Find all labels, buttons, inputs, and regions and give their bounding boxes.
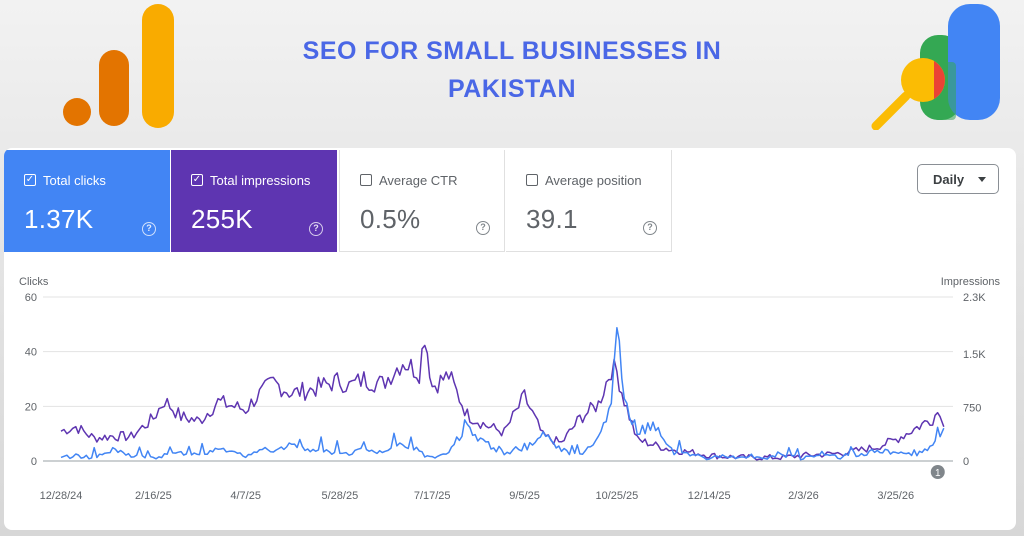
x-tick-label: 5/28/25 [322,490,359,502]
magnifier-red-part [934,61,945,99]
x-tick-label: 12/14/25 [688,490,731,502]
metric-average-ctr[interactable]: Average CTR 0.5% ? [339,150,505,252]
left-tick-label: 60 [25,292,37,304]
banner-title: SEO FOR SMALL BUSINESSES IN PAKISTAN [302,37,722,103]
help-icon[interactable]: ? [309,222,323,236]
annotation-label: 1 [935,468,941,479]
metric-value: 0.5% [360,204,421,234]
x-tick-label: 4/7/25 [230,490,261,502]
logo-blue-bar [948,4,1000,120]
analytics-bar-tall [142,4,174,128]
checkbox-checked-icon[interactable]: ✓ [24,174,36,186]
help-icon[interactable]: ? [643,221,657,235]
left-tick-label: 40 [25,347,37,359]
metric-value: 255K [191,204,253,234]
left-tick-label: 20 [25,401,37,413]
metric-total-clicks[interactable]: ✓ Total clicks 1.37K ? [4,150,170,252]
right-tick-label: 2.3K [963,292,986,304]
metric-label: Total clicks [43,172,106,188]
banner: SEO FOR SMALL BUSINESSES IN PAKISTAN [0,0,1024,132]
help-icon[interactable]: ? [476,221,490,235]
interval-dropdown[interactable]: Daily [917,164,999,194]
caret-down-icon [978,177,986,182]
series-line-clicks [60,327,945,461]
left-axis-title: Clicks [19,276,49,288]
performance-chart: Clicks Impressions 0 20 40 60 0 750 1.5K 2.3K 12/2… [19,276,1001,502]
metric-label: Average CTR [379,172,458,188]
right-tick-label: 0 [963,456,969,468]
google-analytics-search-icon [871,4,1000,130]
checkbox-checked-icon[interactable]: ✓ [191,174,203,186]
right-tick-label: 750 [963,403,981,415]
x-tick-label: 2/3/26 [788,490,819,502]
metric-label: Average position [545,172,642,188]
series-line-impressions [60,344,945,461]
x-tick-label: 7/17/25 [414,490,451,502]
magnifier-handle [871,91,911,130]
interval-label: Daily [933,171,965,187]
x-tick-label: 9/5/25 [509,490,540,502]
checkbox-unchecked-icon[interactable] [360,174,372,186]
x-tick-label: 2/16/25 [135,490,172,502]
analytics-bar-middle [99,50,129,126]
left-tick-label: 0 [31,456,37,468]
metric-total-impressions[interactable]: ✓ Total impressions 255K ? [171,150,337,252]
metric-label: Total impressions [210,172,311,188]
checkbox-unchecked-icon[interactable] [526,174,538,186]
metric-value: 1.37K [24,204,94,234]
x-tick-label: 3/25/26 [877,490,914,502]
metric-value: 39.1 [526,204,578,234]
x-tick-label: 10/25/25 [595,490,638,502]
metric-average-position[interactable]: Average position 39.1 ? [506,150,672,252]
analytics-bars-icon [63,4,174,128]
performance-card: ✓ Total clicks 1.37K ? ✓ Total impressio… [4,148,1016,530]
annotation-marker [930,465,945,479]
help-icon[interactable]: ? [142,222,156,236]
x-tick-label: 12/28/24 [40,490,83,502]
analytics-dot [63,98,91,126]
right-axis-title: Impressions [941,276,1001,288]
right-tick-label: 1.5K [963,349,986,361]
